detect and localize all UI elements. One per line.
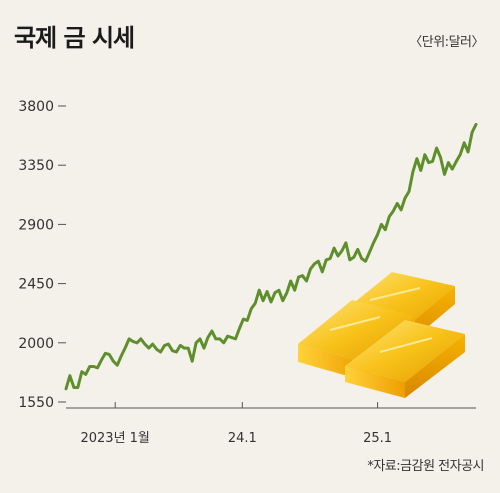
x-tick-label: 24.1 (228, 431, 257, 446)
x-axis: 2023년 1월 24.1 25.1 (80, 402, 392, 446)
chart-title: 국제 금 시세 (14, 24, 135, 52)
gold-bars-illustration (298, 272, 465, 398)
series-group (64, 122, 478, 391)
unit-label: 〈단위:달러〉 (409, 35, 484, 50)
y-tick-label: 2900 (18, 217, 54, 233)
x-tick-label: 25.1 (363, 431, 392, 446)
y-axis: 1550 2000 2450 2900 3350 3800 (18, 99, 66, 411)
gold-price-line (64, 122, 478, 391)
x-tick-label: 2023년 1월 (80, 431, 149, 446)
y-tick-label: 1550 (18, 395, 54, 411)
y-tick-label: 3350 (18, 158, 54, 174)
y-tick-label: 3800 (18, 99, 54, 115)
y-tick-label: 2000 (18, 336, 54, 352)
source-note: *자료:금감원 전자공시 (367, 459, 484, 474)
y-tick-label: 2450 (18, 277, 54, 293)
